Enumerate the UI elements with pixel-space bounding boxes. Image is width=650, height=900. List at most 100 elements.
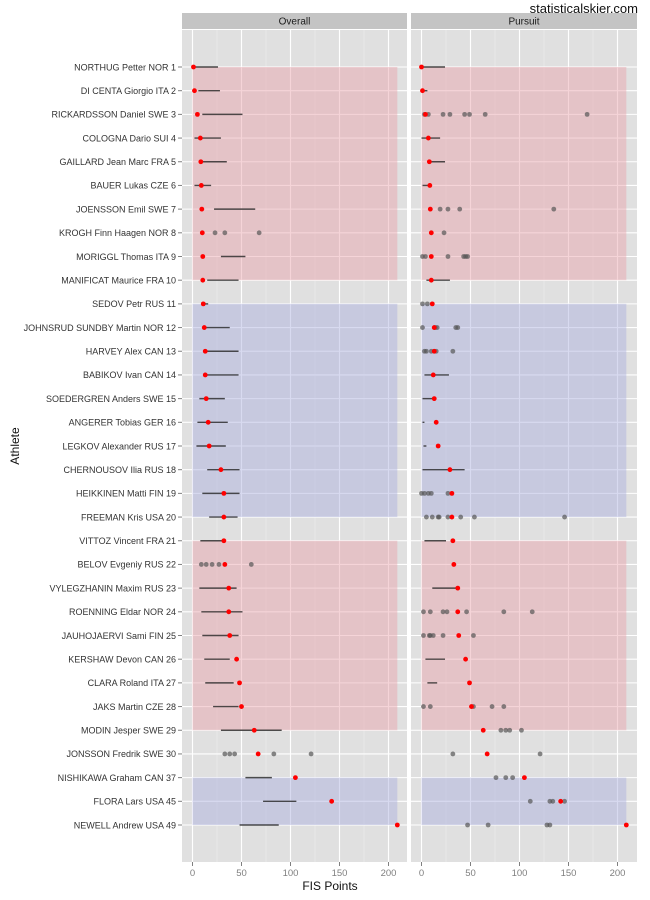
- history-point: [562, 798, 567, 804]
- current-point: [227, 633, 233, 638]
- history-point: [562, 514, 567, 520]
- y-tick-label: JAUHOJAERVI Sami FIN 25: [62, 631, 176, 641]
- current-point: [428, 230, 434, 236]
- current-point: [222, 562, 228, 567]
- history-point: [421, 633, 426, 638]
- y-tick-label: FREEMAN Kris USA 20: [81, 512, 176, 522]
- history-point: [441, 230, 447, 236]
- y-tick-label: NORTHUG Petter NOR 1: [74, 62, 176, 72]
- x-tick-label: 200: [381, 868, 397, 879]
- history-point: [584, 111, 590, 117]
- history-point: [222, 751, 228, 757]
- current-point: [199, 230, 205, 236]
- history-point: [421, 704, 426, 709]
- current-point: [199, 206, 205, 212]
- history-point: [462, 111, 468, 117]
- history-point: [232, 751, 238, 757]
- x-tick-label: 100: [283, 868, 299, 879]
- current-point: [394, 822, 400, 828]
- current-point: [198, 183, 204, 188]
- current-point: [431, 325, 437, 330]
- current-point: [237, 680, 242, 686]
- y-tick-label: JONSSON Fredrik SWE 30: [66, 749, 176, 759]
- current-point: [206, 443, 212, 449]
- facet-overall: Overall 0 50 100 150 200: [182, 13, 407, 879]
- history-point: [440, 609, 446, 615]
- y-tick-label: RICKARDSSON Daniel SWE 3: [51, 110, 176, 120]
- history-point: [503, 727, 509, 733]
- y-tick-label: NEWELL Andrew USA 49: [74, 820, 176, 830]
- history-point: [464, 609, 469, 615]
- x-tick-label: 150: [561, 868, 577, 879]
- current-point: [455, 585, 461, 591]
- band-red: [421, 540, 627, 731]
- current-point: [463, 656, 468, 662]
- band-blue: [192, 303, 398, 518]
- current-point: [469, 704, 474, 709]
- current-point: [221, 490, 227, 496]
- current-point: [558, 798, 564, 804]
- history-point: [423, 254, 428, 259]
- current-point: [449, 490, 455, 496]
- current-point: [419, 64, 424, 70]
- history-point: [308, 751, 314, 757]
- y-tick-label: MANIFICAT Maurice FRA 10: [61, 275, 176, 285]
- history-point: [510, 775, 516, 781]
- current-point: [200, 277, 206, 283]
- y-axis-title: Athlete: [8, 427, 22, 465]
- current-point: [427, 206, 433, 212]
- history-point: [424, 514, 429, 520]
- x-tick-label: 0: [419, 868, 424, 879]
- history-point: [472, 514, 477, 520]
- facet-strip-label: Pursuit: [508, 17, 539, 28]
- history-point: [457, 206, 463, 212]
- current-point: [449, 514, 455, 520]
- x-axis-title: FIS Points: [302, 879, 357, 893]
- history-point: [471, 633, 476, 638]
- history-point: [209, 562, 215, 567]
- current-point: [191, 64, 196, 70]
- y-tick-label: BABIKOV Ivan CAN 14: [83, 370, 176, 380]
- history-point: [424, 301, 430, 307]
- history-point: [501, 609, 507, 615]
- current-point: [221, 514, 227, 520]
- band-blue: [421, 777, 627, 825]
- current-point: [420, 88, 425, 94]
- current-point: [447, 467, 453, 473]
- current-point: [428, 254, 434, 259]
- history-point: [482, 111, 488, 117]
- current-point: [423, 111, 428, 117]
- history-point: [444, 609, 450, 615]
- y-tick-label: ROENNING Eldar NOR 24: [69, 607, 176, 617]
- history-point: [420, 301, 425, 307]
- y-tick-label: NISHIKAWA Graham CAN 37: [58, 773, 176, 783]
- current-point: [198, 159, 204, 165]
- history-point: [428, 490, 434, 496]
- current-point: [202, 372, 208, 378]
- current-point: [480, 727, 486, 733]
- history-point: [203, 562, 209, 567]
- history-point: [248, 562, 254, 567]
- history-point: [467, 111, 472, 117]
- history-point: [436, 514, 442, 520]
- current-point: [426, 159, 432, 165]
- history-point: [216, 562, 222, 567]
- y-tick-label: BAUER Lukas CZE 6: [90, 181, 176, 191]
- history-point: [498, 727, 504, 733]
- y-tick-label: KERSHAW Devon CAN 26: [68, 654, 176, 664]
- y-tick-label: MODIN Jesper SWE 29: [81, 726, 176, 736]
- current-point: [435, 443, 441, 449]
- y-tick-label: LEGKOV Alexander RUS 17: [62, 441, 176, 451]
- history-point: [503, 775, 509, 781]
- history-point: [427, 609, 433, 615]
- facet-strip-label: Overall: [279, 17, 311, 28]
- y-tick-label: SEDOV Petr RUS 11: [92, 299, 176, 309]
- history-point: [455, 325, 461, 330]
- current-point: [200, 301, 206, 307]
- history-point: [519, 727, 524, 733]
- history-point: [437, 206, 443, 212]
- current-point: [203, 396, 209, 402]
- history-point: [445, 490, 451, 496]
- history-point: [227, 751, 233, 757]
- x-tick-label: 150: [332, 868, 348, 879]
